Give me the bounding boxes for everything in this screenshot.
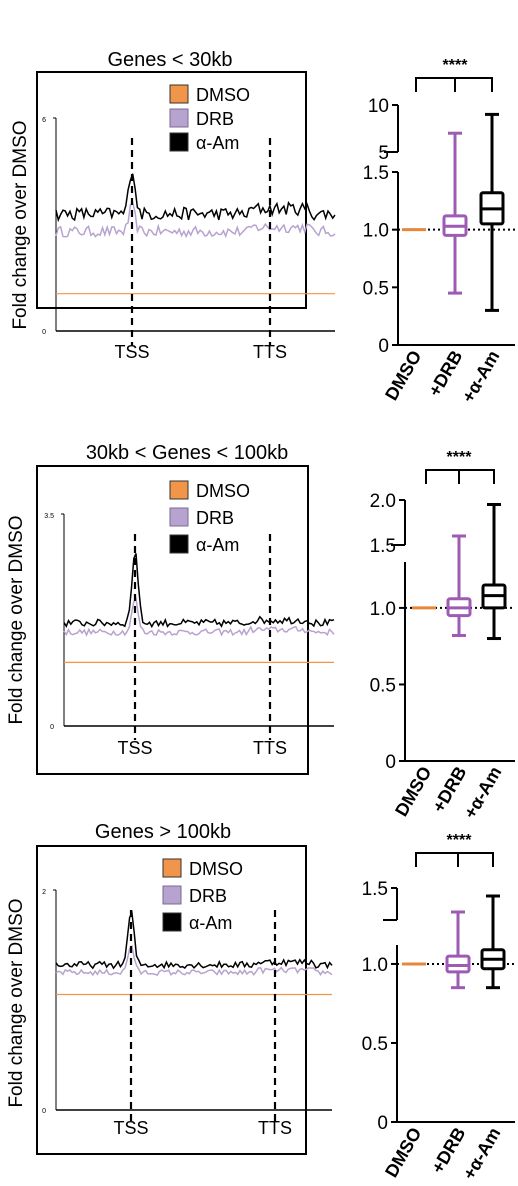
box-y-tick-label: 0.5 [363, 278, 389, 299]
box-y-tick-label: 0 [377, 1113, 388, 1134]
category-label-dmso: DMSO [391, 763, 435, 820]
x-tick-label-tts: TTS [258, 1118, 292, 1138]
box-y-tick-label: 1.5 [362, 879, 388, 900]
significance-stars: **** [443, 57, 469, 74]
box-y-tick-label: 1.5 [363, 163, 389, 184]
panel-frame [36, 71, 307, 309]
legend-swatch-alpha-am [162, 912, 182, 932]
x-tick-label-tss: TSS [114, 342, 149, 362]
legend-label-dmso: DMSO [196, 85, 250, 105]
legend-swatch-dmso [169, 84, 189, 104]
box-y-tick-label: 1.5 [370, 536, 396, 557]
legend-label-drb: DRB [196, 508, 234, 528]
legend-label-alpha-am: α-Am [189, 913, 232, 933]
legend-swatch-alpha-am [169, 534, 189, 554]
legend-label-drb: DRB [189, 886, 227, 906]
box-y-tick-label: 1.0 [362, 955, 388, 976]
box-y-tick-label: 0.5 [370, 675, 396, 696]
legend-label-alpha-am: α-Am [196, 133, 239, 153]
panel-title: 30kb < Genes < 100kb [86, 442, 288, 464]
box-y-tick-label: 0.5 [362, 1034, 388, 1055]
legend-swatch-drb [169, 507, 189, 527]
y-axis-label: Fold change over DMSO [6, 898, 27, 1107]
panel-title: Genes < 30kb [107, 49, 232, 71]
legend-swatch-drb [169, 108, 189, 128]
series-line-drb [55, 944, 333, 977]
legend-label-dmso: DMSO [189, 859, 243, 879]
series-line-alpha-am [55, 909, 333, 970]
significance-bracket [415, 852, 494, 867]
x-tick-label-tts: TTS [253, 342, 287, 362]
panel-frame [36, 465, 309, 775]
box-y-tick-label: 5 [378, 143, 389, 164]
y-tick-label-top: 6 [42, 117, 46, 124]
legend-label-drb: DRB [196, 109, 234, 129]
legend-swatch-dmso [162, 858, 182, 878]
legend-label-dmso: DMSO [196, 481, 250, 501]
significance-stars: **** [447, 449, 473, 466]
y-tick-label-bottom: 0 [42, 1108, 46, 1115]
series-line-drb [63, 596, 335, 637]
y-tick-label-bottom: 0 [42, 329, 46, 336]
box-y-tick-label: 2.0 [370, 491, 396, 512]
x-tick-label-tss: TSS [113, 1118, 148, 1138]
y-tick-label-top: 3.5 [44, 513, 54, 520]
legend-swatch-drb [162, 885, 182, 905]
box-y-tick-label: 1.0 [370, 599, 396, 620]
x-tick-label-tts: TTS [253, 738, 287, 758]
box-y-tick-label: 10 [368, 96, 389, 117]
legend-swatch-dmso [169, 480, 189, 500]
panel-title: Genes > 100kb [95, 821, 231, 843]
y-axis-label: Fold change over DMSO [6, 515, 27, 724]
series-line-drb [55, 201, 336, 239]
box-y-tick-label: 0 [385, 752, 396, 773]
category-label-alpha-am: +α-Am [458, 347, 504, 406]
y-tick-label-bottom: 0 [50, 724, 54, 731]
y-tick-label-top: 2 [42, 889, 46, 896]
box-body-drb [445, 954, 471, 974]
legend-swatch-alpha-am [169, 132, 189, 152]
series-line-alpha-am [55, 173, 336, 223]
x-tick-label-tss: TSS [117, 738, 152, 758]
series-line-alpha-am [63, 553, 335, 629]
box-y-tick-label: 0 [378, 336, 389, 357]
legend-label-alpha-am: α-Am [196, 535, 239, 555]
significance-stars: **** [447, 832, 473, 849]
box-y-tick-label: 1.0 [363, 221, 389, 242]
y-axis-label: Fold change over DMSO [10, 120, 31, 329]
panel-frame [36, 845, 307, 1155]
